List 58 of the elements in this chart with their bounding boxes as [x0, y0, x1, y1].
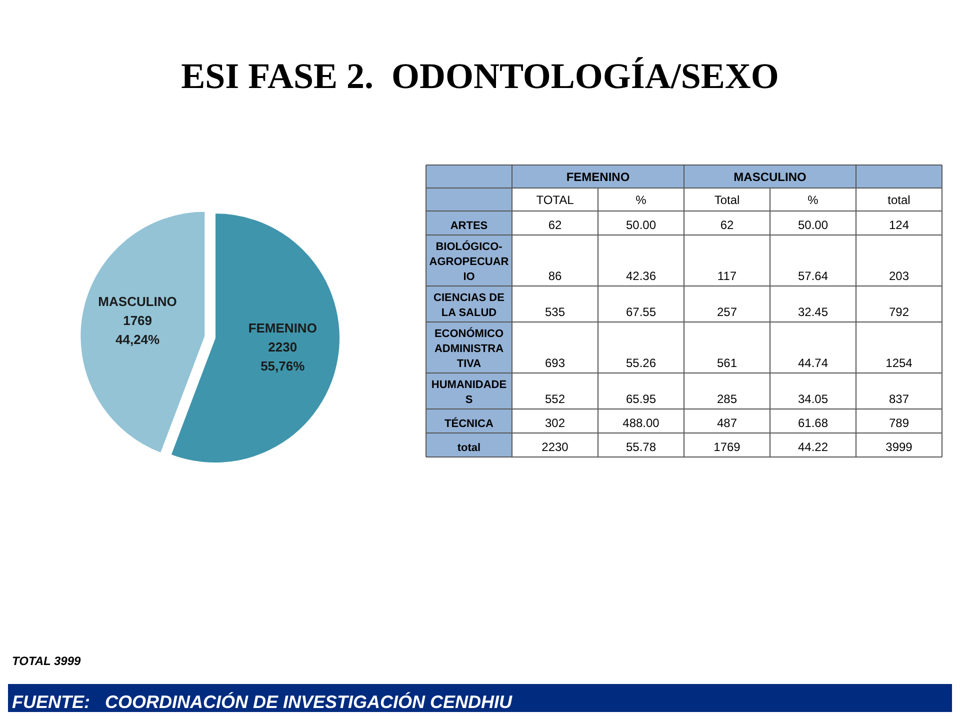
text: 2230: [268, 339, 298, 354]
text: 55.78: [626, 440, 656, 454]
text: FEMENINO: [566, 170, 630, 184]
category-label: %: [808, 193, 819, 207]
text: 257: [716, 305, 738, 319]
slice-label: MASCULINO: [98, 294, 177, 309]
text: 65.95: [626, 392, 656, 406]
category-label: %: [636, 193, 647, 207]
category-label: ECONÓMICO ADMINISTRATIVA: [434, 328, 504, 370]
source-note: FUENTE: COORDINACIÓN DE INVESTIGACIÓN CENDHIU: [12, 692, 514, 712]
category-label: BIOLÓGICO-AGROPECUARIO: [429, 241, 509, 283]
text: 32.45: [798, 305, 828, 319]
text: ESI FASE 2. ODONTOLOGÍA/SEXO: [181, 56, 779, 96]
category-label: CIENCIAS DE LA SALUD: [434, 292, 504, 319]
text: 2230: [542, 440, 568, 454]
category-label: ARTES: [450, 220, 488, 232]
text: 552: [544, 392, 566, 406]
text: 42.36: [626, 269, 656, 283]
text: 203: [888, 269, 910, 283]
text: 55.26: [626, 356, 656, 370]
text: 124: [888, 218, 910, 232]
slice-label: FEMENINO: [248, 320, 317, 336]
text: 789: [888, 416, 910, 430]
data-label: 44,24%: [115, 332, 160, 347]
category-label: total: [888, 193, 910, 207]
text: 302: [544, 416, 566, 430]
text: 44.74: [798, 356, 828, 370]
text: 3999: [886, 440, 912, 454]
text: 117: [717, 269, 737, 283]
text: 535: [544, 305, 566, 319]
text: 1254: [886, 356, 912, 370]
text: 1769: [714, 440, 740, 454]
text: 62: [548, 218, 562, 232]
text: 57.64: [798, 269, 828, 283]
data-label: 55,76%: [260, 358, 306, 374]
text: 62: [720, 218, 734, 232]
category-label: Total: [714, 193, 740, 207]
text: 487: [716, 416, 738, 430]
text: 86: [548, 269, 562, 283]
text: 1769: [123, 312, 152, 328]
text: 61.68: [798, 416, 828, 430]
text: 50.00: [798, 218, 828, 232]
text: 561: [716, 356, 738, 370]
text: 67.55: [626, 305, 656, 319]
text: 488.00: [622, 416, 660, 430]
text: 285: [716, 392, 738, 406]
text: TOTAL 3999: [12, 654, 82, 668]
text: 34.05: [798, 392, 828, 406]
text: 50.00: [626, 218, 656, 232]
text: 837: [888, 392, 910, 406]
category-label: TOTAL: [536, 193, 574, 207]
text: 44.22: [798, 440, 828, 454]
category-label: total: [457, 442, 481, 454]
category-label: HUMANIDADES: [431, 379, 507, 406]
text: 693: [544, 356, 566, 370]
text: MASCULINO: [734, 170, 806, 184]
text: 792: [888, 305, 910, 319]
category-label: TÉCNICA: [444, 418, 494, 430]
